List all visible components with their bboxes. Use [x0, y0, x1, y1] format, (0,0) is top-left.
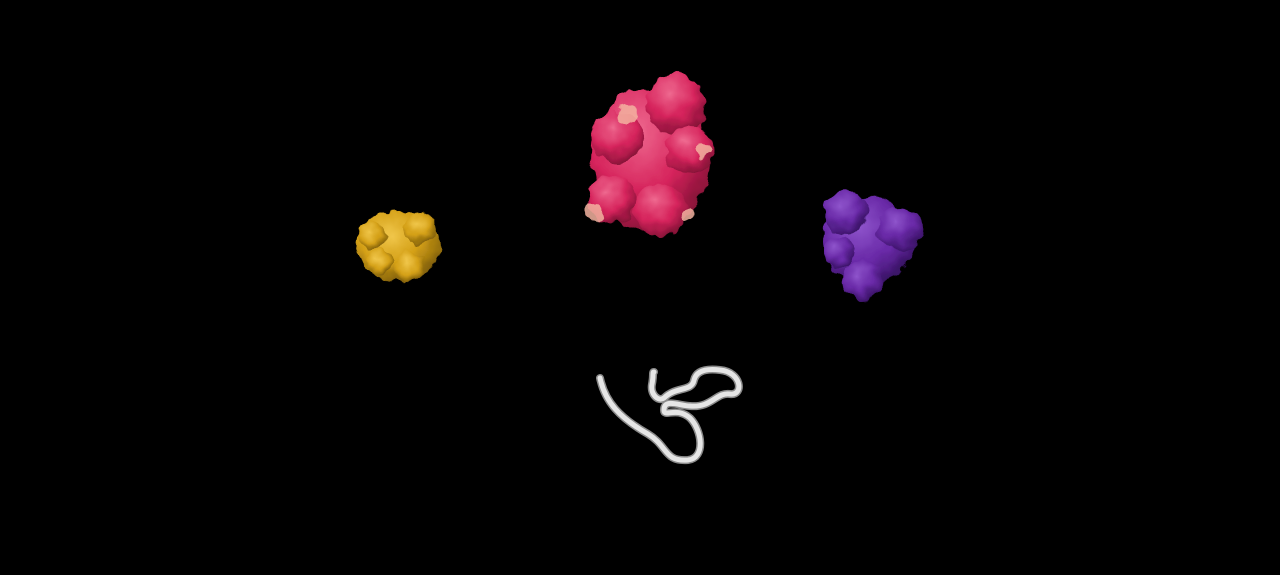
peptide-backbone-tube[interactable]: [596, 365, 743, 465]
gold-protein-surface[interactable]: [356, 211, 440, 281]
purple-protein-surface[interactable]: [822, 190, 922, 300]
crimson-protein-surface[interactable]: [585, 74, 714, 236]
